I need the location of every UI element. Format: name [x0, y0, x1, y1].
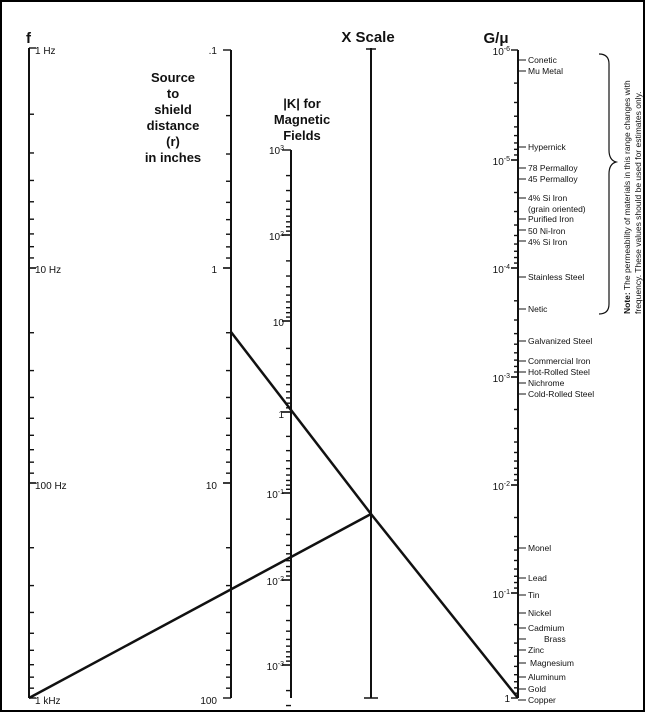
- material-label: Aluminum: [528, 672, 566, 682]
- g-mu-axis-title: G/μ: [483, 30, 508, 47]
- f-label-100hz: 100 Hz: [35, 481, 67, 492]
- k-label-10: 10: [273, 318, 285, 329]
- k-label-1e-2: 10-2: [267, 576, 284, 588]
- material-label: Nickel: [528, 608, 551, 618]
- example-line: [230, 331, 372, 515]
- svg-text:distance: distance: [147, 118, 200, 133]
- svg-text:(r): (r): [166, 134, 180, 149]
- material-label: Hot-Rolled Steel: [528, 367, 590, 377]
- distance-axis-labels: .1 1 10 100: [200, 46, 217, 707]
- material-label: Cold-Rolled Steel: [528, 389, 594, 399]
- g-label-1e-6: 10-6: [493, 46, 510, 58]
- svg-text:Fields: Fields: [283, 128, 321, 143]
- g-label-1e-5: 10-5: [493, 156, 510, 168]
- k-label-1e-1: 10-1: [267, 489, 284, 501]
- g-label-1e-3: 10-3: [493, 373, 510, 385]
- f-label-1khz: 1 kHz: [35, 696, 61, 707]
- material-label: Brass: [544, 634, 566, 644]
- distance-axis-title: Source to shield distance (r) in inches: [145, 70, 201, 165]
- f-axis-labels: 1 Hz 10 Hz 100 Hz 1 kHz: [35, 46, 67, 707]
- r-label-0.1: .1: [209, 46, 218, 57]
- g-label-1e-2: 10-2: [493, 481, 510, 493]
- f-label-1hz: 1 Hz: [35, 46, 56, 57]
- material-label: Monel: [528, 543, 551, 553]
- material-label: 45 Permalloy: [528, 174, 578, 184]
- svg-text:to: to: [167, 86, 179, 101]
- g-label-1e-4: 10-4: [493, 264, 510, 276]
- material-label: Conetic: [528, 55, 558, 65]
- material-label: Copper: [528, 695, 556, 705]
- material-label: Zinc: [528, 645, 545, 655]
- x-scale-title: X Scale: [341, 29, 394, 46]
- g-label-1: 1: [504, 694, 510, 705]
- permeability-note-line2: frequency. These values should be used f…: [633, 91, 643, 314]
- svg-text:shield: shield: [154, 102, 192, 117]
- brace-icon: [598, 53, 619, 315]
- material-label: Gold: [528, 684, 546, 694]
- r-label-100: 100: [200, 696, 217, 707]
- material-list: Conetic Mu Metal Hypernick 78 Permalloy …: [528, 55, 594, 705]
- material-label: Stainless Steel: [528, 272, 584, 282]
- k-label-1e-3: 10-3: [267, 661, 284, 673]
- example-line: [370, 513, 519, 699]
- g-mu-axis-labels: 10-6 10-5 10-4 10-3 10-2 10-1 1: [493, 46, 511, 705]
- material-label: Mu Metal: [528, 66, 563, 76]
- material-label: Purified Iron: [528, 214, 574, 224]
- svg-text:Source: Source: [151, 70, 195, 85]
- material-label: Netic: [528, 304, 548, 314]
- k-label-1e3: 103: [269, 145, 284, 157]
- material-label: Magnesium: [530, 658, 574, 668]
- material-label: 4% Si Iron: [528, 237, 567, 247]
- material-label: Nichrome: [528, 378, 565, 388]
- f-label-10hz: 10 Hz: [35, 265, 61, 276]
- k-label-1e2: 102: [269, 231, 284, 243]
- r-label-10: 10: [206, 481, 218, 492]
- g-label-1e-1: 10-1: [493, 589, 510, 601]
- material-label: (grain oriented): [528, 204, 586, 214]
- svg-text:in inches: in inches: [145, 150, 201, 165]
- material-label: 4% Si Iron: [528, 193, 567, 203]
- material-label: Galvanized Steel: [528, 336, 592, 346]
- k-axis-labels: 103 102 10 1 10-1 10-2 10-3: [267, 145, 285, 673]
- f-axis-title: f: [26, 30, 32, 47]
- example-lines: [28, 331, 519, 700]
- material-label: Hypernick: [528, 142, 567, 152]
- k-axis-title: |K| for Magnetic Fields: [274, 96, 330, 143]
- material-label: 50 Ni-Iron: [528, 226, 566, 236]
- material-label: 78 Permalloy: [528, 163, 578, 173]
- material-label: Tin: [528, 590, 540, 600]
- example-line: [28, 512, 372, 700]
- k-label-1: 1: [278, 410, 284, 421]
- permeability-note-line1: Note: The permeability of materials in t…: [622, 80, 632, 314]
- svg-text:|K| for: |K| for: [283, 96, 321, 111]
- material-label: Commercial Iron: [528, 356, 591, 366]
- material-label: Cadmium: [528, 623, 564, 633]
- r-label-1: 1: [211, 265, 217, 276]
- material-label: Lead: [528, 573, 547, 583]
- svg-text:Magnetic: Magnetic: [274, 112, 330, 127]
